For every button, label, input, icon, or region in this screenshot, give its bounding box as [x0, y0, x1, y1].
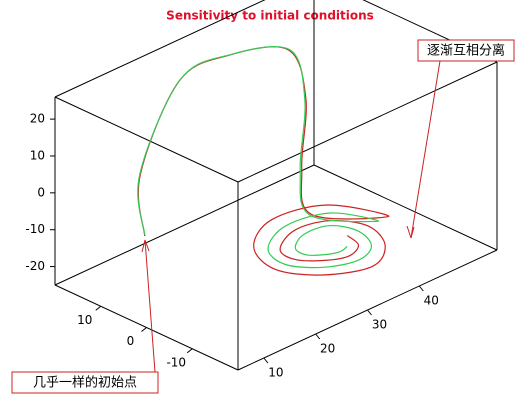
- x-tick-label: 20: [320, 342, 335, 356]
- y-tick-label: 10: [77, 313, 92, 327]
- x-tick: [418, 285, 424, 292]
- y-tick: [141, 327, 147, 332]
- y-tick: [186, 348, 193, 354]
- x-tick-label: 40: [424, 294, 439, 308]
- arrow-head: [406, 225, 415, 239]
- curves: [137, 46, 390, 276]
- annotation-arrow: [410, 60, 441, 239]
- box-edge: [54, 0, 266, 98]
- y-tick-label: -10: [166, 355, 186, 369]
- x-tick-label: 10: [268, 366, 283, 380]
- y-tick-label: 0: [127, 334, 135, 348]
- box-edge: [313, 164, 498, 251]
- axes: 10 20 30 40 -10 0 10 -20 -10 0 10 20: [25, 0, 498, 380]
- arrow-head: [141, 239, 150, 253]
- x-tick: [315, 333, 321, 340]
- annotation: 逐渐互相分离: [427, 43, 505, 59]
- box-edge: [54, 164, 315, 286]
- x-tick-label: 30: [372, 318, 387, 332]
- box-edge: [237, 61, 498, 183]
- z-tick-label: -20: [25, 259, 45, 273]
- annotation: 几乎一样的初始点: [33, 375, 137, 391]
- annotation-box: [11, 371, 159, 394]
- x-tick: [263, 357, 269, 364]
- chart-title: Sensitivity to initial conditions: [166, 9, 374, 23]
- x-tick: [367, 309, 372, 316]
- annotation-box: [417, 39, 515, 62]
- box-edge: [54, 96, 239, 183]
- y-tick: [95, 305, 102, 311]
- annotations: 逐渐互相分离 几乎一样的初始点: [11, 39, 515, 394]
- z-tick-label: 10: [30, 148, 45, 162]
- annotation-arrow: [144, 239, 156, 373]
- trajectory: [137, 46, 380, 269]
- z-tick-label: 0: [37, 185, 45, 199]
- z-tick-label: 20: [30, 112, 45, 126]
- z-tick-label: -10: [25, 222, 45, 236]
